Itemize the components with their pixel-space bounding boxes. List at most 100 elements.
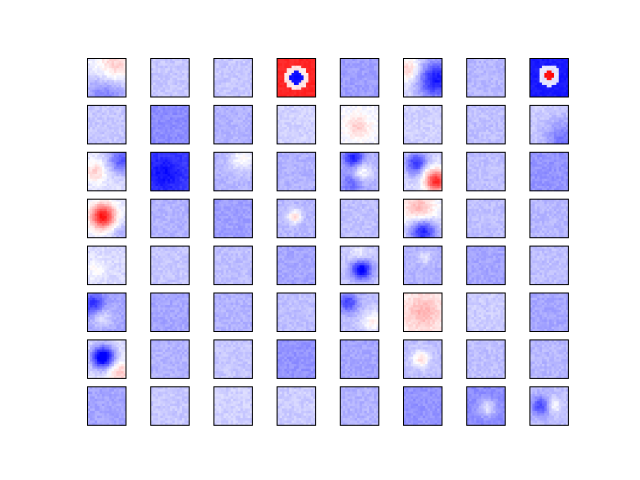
heatmap-cell xyxy=(534,112,538,116)
heatmap-cell xyxy=(405,131,409,135)
heatmap-cell xyxy=(303,94,307,98)
heatmap-cell xyxy=(434,112,438,116)
heatmap-cell xyxy=(298,117,302,121)
heatmap-cell xyxy=(174,65,178,69)
heatmap-cell xyxy=(373,117,377,121)
heatmap-cell xyxy=(466,65,470,69)
heatmap-cell xyxy=(556,139,560,142)
heatmap-cell xyxy=(425,80,428,83)
heatmap-cell xyxy=(303,82,307,86)
heatmap-cell xyxy=(537,112,540,116)
heatmap-cell xyxy=(179,152,183,156)
heatmap-cell xyxy=(478,112,482,116)
heatmap-cell xyxy=(301,89,304,93)
heatmap-cell xyxy=(101,152,105,156)
heatmap-cell xyxy=(240,141,244,145)
heatmap-cell xyxy=(247,87,251,91)
heatmap-cell xyxy=(249,166,253,170)
heatmap-cell xyxy=(162,70,166,74)
heatmap-cell xyxy=(471,124,475,128)
heatmap-cell xyxy=(291,70,295,74)
heatmap-cell xyxy=(366,131,370,135)
heatmap-cell xyxy=(235,166,239,170)
heatmap-cell xyxy=(240,110,244,114)
heatmap-cell xyxy=(313,115,316,118)
heatmap-cell xyxy=(181,159,185,163)
heatmap-cell xyxy=(225,185,229,189)
heatmap-cell xyxy=(532,94,536,98)
heatmap-cell xyxy=(277,112,280,116)
heatmap-cell xyxy=(240,65,244,69)
heatmap-cell xyxy=(296,124,300,128)
heatmap-cell xyxy=(359,105,363,109)
heatmap-cell xyxy=(216,115,220,118)
heatmap-cell xyxy=(123,75,127,79)
heatmap-cell xyxy=(466,107,470,111)
heatmap-cell xyxy=(425,139,428,142)
heatmap-cell xyxy=(223,87,227,91)
heatmap-cell xyxy=(247,154,251,158)
heatmap-cell xyxy=(155,124,159,128)
heatmap-cell xyxy=(354,75,358,79)
heatmap-cell xyxy=(286,72,290,76)
heatmap-cell xyxy=(544,139,548,142)
heatmap-cell xyxy=(240,122,244,126)
heatmap-cell xyxy=(291,87,295,91)
heatmap-cell xyxy=(106,72,110,76)
heatmap-cell xyxy=(181,82,185,86)
heatmap-cell xyxy=(284,134,288,138)
heatmap-cell xyxy=(106,124,110,128)
heatmap-cell xyxy=(113,173,117,177)
heatmap-cell xyxy=(497,70,501,74)
heatmap-cell xyxy=(537,70,540,74)
heatmap-cell xyxy=(150,181,154,184)
heatmap-cell xyxy=(99,176,103,180)
heatmap-cell xyxy=(490,110,494,114)
heatmap-cell xyxy=(165,119,168,123)
heatmap-cell xyxy=(483,105,487,109)
heatmap-cell xyxy=(165,152,168,156)
heatmap-cell xyxy=(497,58,501,62)
heatmap-cell xyxy=(420,75,424,79)
heatmap-cell xyxy=(155,129,159,133)
heatmap-cell xyxy=(476,122,480,126)
heatmap-cell xyxy=(410,89,414,93)
heatmap-cell xyxy=(223,124,227,128)
heatmap-cell xyxy=(177,58,180,62)
heatmap-cell xyxy=(160,124,164,128)
heatmap-cell xyxy=(172,89,176,93)
heatmap-cell xyxy=(563,129,567,133)
heatmap-cell xyxy=(245,136,248,140)
heatmap-cell xyxy=(473,70,477,74)
heatmap-cell xyxy=(493,77,496,81)
heatmap-cell xyxy=(165,58,168,62)
heatmap-cell xyxy=(308,87,312,91)
heatmap-cell xyxy=(184,119,188,123)
heatmap-cell xyxy=(342,122,346,126)
heatmap-cell xyxy=(221,92,224,95)
heatmap-cell xyxy=(439,136,443,140)
heatmap-cell xyxy=(184,122,188,126)
heatmap-cell xyxy=(553,58,557,62)
heatmap-cell xyxy=(174,188,178,192)
heatmap-cell xyxy=(286,127,290,130)
heatmap-cell xyxy=(247,75,251,79)
heatmap-cell xyxy=(293,92,297,95)
heatmap-cell xyxy=(476,112,480,116)
heatmap-cell xyxy=(233,185,236,189)
heatmap-cell xyxy=(349,92,353,95)
heatmap-cell xyxy=(432,58,436,62)
heatmap-cell xyxy=(342,115,346,118)
heatmap-cell xyxy=(181,127,185,130)
heatmap-cell xyxy=(313,117,316,121)
heatmap-cell xyxy=(427,87,431,91)
heatmap-cell xyxy=(534,124,538,128)
heatmap-cell xyxy=(537,139,540,142)
heatmap-cell xyxy=(87,70,91,74)
heatmap-cell xyxy=(354,58,358,62)
heatmap-cell xyxy=(99,82,103,86)
heatmap-cell xyxy=(153,169,156,172)
heatmap-cell xyxy=(186,188,190,192)
heatmap-cell xyxy=(476,117,480,121)
heatmap-cell xyxy=(213,68,217,71)
